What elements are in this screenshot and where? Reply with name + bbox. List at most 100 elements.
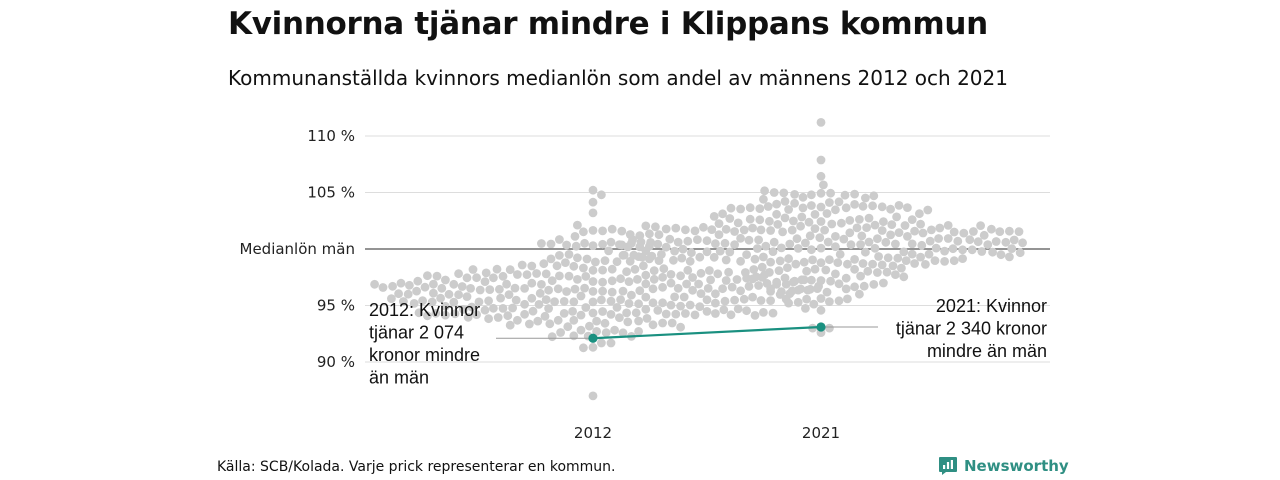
municipality-dot bbox=[545, 319, 555, 329]
municipality-dot bbox=[834, 197, 844, 207]
municipality-dot bbox=[796, 221, 805, 231]
municipality-dot bbox=[579, 343, 588, 353]
municipality-dot bbox=[1007, 244, 1017, 254]
municipality-dot bbox=[639, 261, 648, 271]
municipality-dot bbox=[606, 296, 616, 306]
municipality-dot bbox=[719, 305, 729, 315]
municipality-dot bbox=[713, 269, 723, 279]
municipality-dot bbox=[816, 118, 826, 127]
annotation-2012-line: än män bbox=[369, 368, 429, 388]
municipality-dot bbox=[670, 292, 679, 302]
municipality-dot bbox=[588, 197, 598, 207]
municipality-dot bbox=[792, 234, 802, 244]
municipality-dot bbox=[637, 252, 647, 262]
municipality-dot bbox=[892, 212, 901, 222]
municipality-dot bbox=[679, 292, 689, 302]
municipality-dot bbox=[618, 286, 628, 296]
municipality-dot bbox=[511, 295, 521, 305]
municipality-dot bbox=[763, 202, 773, 211]
municipality-dot bbox=[750, 311, 760, 320]
municipality-dot bbox=[598, 307, 607, 316]
municipality-dot bbox=[879, 278, 888, 288]
municipality-dot bbox=[665, 234, 675, 244]
municipality-dot bbox=[768, 247, 778, 256]
municipality-dot bbox=[739, 225, 749, 235]
municipality-dot bbox=[653, 306, 663, 315]
municipality-dot bbox=[733, 218, 743, 228]
municipality-dot bbox=[556, 328, 565, 337]
municipality-dot bbox=[934, 234, 943, 243]
municipality-dot bbox=[559, 309, 569, 318]
municipality-dot bbox=[940, 257, 949, 266]
municipality-dot bbox=[726, 203, 736, 213]
municipality-dot bbox=[648, 298, 658, 308]
municipality-dot bbox=[618, 328, 628, 338]
municipality-dot bbox=[625, 230, 635, 239]
municipality-dot bbox=[949, 256, 959, 266]
municipality-dot bbox=[996, 250, 1006, 260]
municipality-dot bbox=[706, 275, 715, 285]
municipality-dot bbox=[757, 273, 767, 282]
municipality-dot bbox=[852, 223, 862, 233]
municipality-dot bbox=[816, 202, 826, 212]
municipality-dot bbox=[466, 284, 475, 293]
municipality-dot bbox=[591, 257, 600, 267]
municipality-dot bbox=[753, 244, 762, 253]
municipality-dot bbox=[696, 268, 706, 278]
municipality-dot bbox=[888, 261, 898, 271]
highlight-point-2012 bbox=[588, 333, 598, 343]
municipality-dot bbox=[801, 238, 810, 248]
municipality-dot bbox=[616, 295, 625, 304]
municipality-dot bbox=[429, 288, 438, 298]
municipality-dot bbox=[702, 247, 712, 257]
municipality-dot bbox=[648, 320, 658, 330]
municipality-dot bbox=[887, 220, 897, 230]
y-tick-label: Medianlön män bbox=[240, 240, 356, 258]
municipality-dot bbox=[520, 309, 529, 319]
municipality-dot bbox=[927, 225, 936, 235]
municipality-dot bbox=[555, 235, 564, 244]
municipality-dot bbox=[588, 277, 598, 286]
municipality-dot bbox=[546, 254, 556, 264]
municipality-dot bbox=[799, 257, 809, 267]
municipality-dot bbox=[995, 227, 1005, 237]
municipality-dot bbox=[399, 297, 408, 306]
y-tick-label: 110 % bbox=[307, 127, 355, 145]
municipality-dot bbox=[634, 316, 643, 326]
municipality-dot bbox=[475, 285, 485, 295]
municipality-dot bbox=[432, 271, 442, 281]
municipality-dot bbox=[894, 201, 904, 210]
municipality-dot bbox=[864, 237, 874, 247]
municipality-dot bbox=[711, 289, 720, 299]
municipality-dot bbox=[441, 310, 450, 320]
municipality-dot bbox=[607, 287, 617, 297]
municipality-dot bbox=[772, 199, 781, 209]
municipality-dot bbox=[418, 296, 427, 306]
municipality-dot bbox=[666, 270, 676, 279]
municipality-dot bbox=[527, 278, 537, 288]
newsworthy-logo[interactable]: Newsworthy bbox=[938, 455, 1069, 477]
municipality-dot bbox=[571, 241, 581, 251]
municipality-dot bbox=[709, 252, 719, 262]
municipality-dot bbox=[921, 260, 930, 269]
municipality-dot bbox=[622, 267, 631, 277]
municipality-dot bbox=[916, 252, 925, 262]
municipality-dot bbox=[624, 277, 634, 286]
municipality-dot bbox=[745, 214, 755, 224]
municipality-dot bbox=[924, 249, 934, 259]
municipality-dot bbox=[604, 246, 613, 256]
municipality-dot bbox=[431, 308, 441, 318]
municipality-dot bbox=[807, 275, 816, 285]
municipality-dot bbox=[825, 198, 834, 207]
municipality-dot bbox=[783, 263, 792, 273]
municipality-dot bbox=[959, 228, 969, 238]
municipality-dot bbox=[819, 180, 828, 190]
municipality-dot bbox=[633, 275, 642, 284]
chart-title: Kvinnorna tjänar mindre i Klippans kommu… bbox=[228, 6, 988, 42]
municipality-dot bbox=[619, 250, 629, 260]
municipality-dot bbox=[802, 294, 811, 304]
annotation-2012-line: 2012: Kvinnor bbox=[369, 300, 480, 320]
municipality-dot bbox=[834, 296, 844, 306]
municipality-dot bbox=[642, 314, 652, 323]
municipality-dot bbox=[780, 213, 790, 223]
